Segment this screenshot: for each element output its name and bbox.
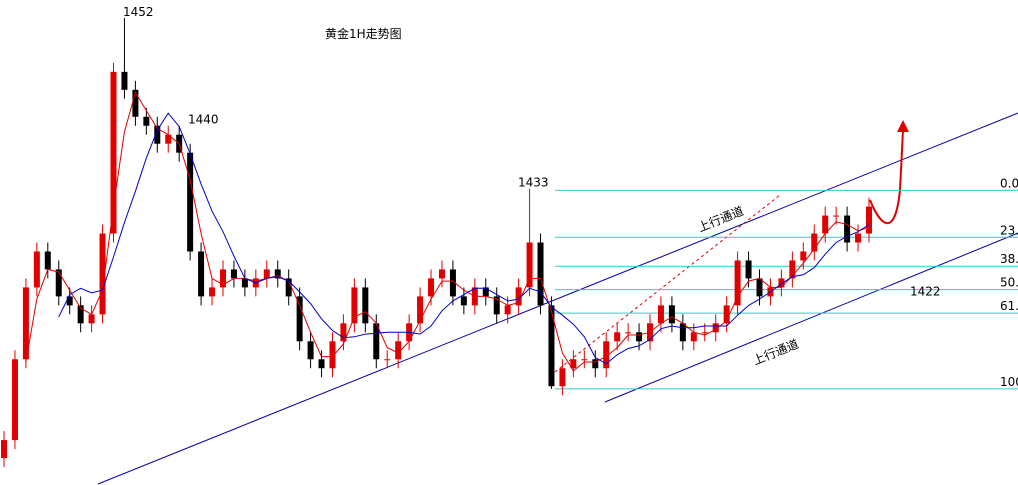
candle-body bbox=[866, 206, 872, 234]
candle-body bbox=[384, 359, 391, 361]
fib-label: 100.0 bbox=[1000, 375, 1018, 389]
candle-body bbox=[230, 269, 237, 279]
candle-body bbox=[198, 251, 205, 297]
candle-body bbox=[187, 152, 194, 252]
fib-label: 0.0 bbox=[1000, 176, 1018, 190]
candle-body bbox=[734, 260, 741, 306]
candle-body bbox=[33, 251, 40, 288]
candle-body bbox=[603, 341, 610, 369]
candle-body bbox=[428, 278, 435, 297]
candle-body bbox=[756, 278, 763, 297]
candle-body bbox=[581, 359, 588, 361]
candle-body bbox=[22, 287, 29, 360]
candle-body bbox=[460, 296, 467, 306]
candle-body bbox=[395, 341, 402, 360]
candle-body bbox=[559, 368, 566, 387]
candle-body bbox=[110, 71, 117, 234]
candle-body bbox=[241, 278, 248, 288]
price-label: 1440 bbox=[188, 113, 219, 127]
candle-body bbox=[515, 287, 522, 306]
candle-body bbox=[712, 323, 719, 333]
candle-body bbox=[274, 269, 281, 279]
candle-body bbox=[844, 215, 851, 243]
candle-body bbox=[449, 269, 456, 297]
candle-body bbox=[438, 269, 445, 279]
candle-body bbox=[625, 332, 632, 334]
channel-label: 上行通道 bbox=[696, 204, 746, 235]
candle-body bbox=[811, 233, 818, 252]
candle-body bbox=[504, 305, 511, 315]
candle-body bbox=[482, 287, 489, 297]
chart-title: 黄金1H走势图 bbox=[325, 26, 402, 41]
candle-body bbox=[822, 215, 829, 234]
price-label: 1433 bbox=[518, 176, 549, 190]
candle-body bbox=[318, 359, 325, 369]
candle-body bbox=[745, 260, 752, 279]
candle-body bbox=[121, 71, 128, 90]
candle-body bbox=[493, 296, 500, 315]
candle-body bbox=[263, 269, 270, 279]
candle-body bbox=[537, 242, 544, 306]
candle-body bbox=[340, 323, 347, 342]
candle-body bbox=[614, 332, 621, 342]
candle-body bbox=[778, 278, 785, 288]
candle-body bbox=[66, 296, 73, 306]
candle-body bbox=[11, 359, 18, 441]
candle-body bbox=[789, 260, 796, 279]
price-label: 1452 bbox=[123, 5, 154, 19]
channel-lower bbox=[604, 232, 1018, 403]
candle-body bbox=[329, 341, 336, 369]
candle-body bbox=[701, 332, 708, 334]
candle-body bbox=[855, 233, 862, 243]
candle-body bbox=[351, 287, 358, 324]
fib-label: 61.8 bbox=[1000, 299, 1018, 313]
candle-body bbox=[55, 269, 62, 297]
channel-label: 上行通道 bbox=[751, 337, 801, 368]
fib-label: 38.2 bbox=[1000, 252, 1018, 266]
candle-body bbox=[548, 305, 555, 387]
candle-body bbox=[88, 314, 95, 324]
candle-body bbox=[417, 296, 424, 324]
candle-body bbox=[99, 233, 106, 315]
candle-body bbox=[723, 305, 730, 324]
candle-body bbox=[570, 359, 577, 369]
candle-body bbox=[154, 125, 161, 144]
moving-average bbox=[58, 112, 870, 365]
fib-label: 50.0 bbox=[1000, 276, 1018, 290]
candle-body bbox=[592, 359, 599, 369]
candle-body bbox=[362, 287, 369, 324]
forecast-arrowhead bbox=[897, 120, 909, 132]
candle-body bbox=[219, 269, 226, 288]
fib-label: 23.6 bbox=[1000, 223, 1018, 237]
candle-body bbox=[44, 251, 51, 270]
candle-body bbox=[1, 440, 7, 459]
candle-body bbox=[526, 242, 533, 288]
candle-body bbox=[690, 332, 697, 342]
candle-body bbox=[296, 296, 303, 342]
moving-average bbox=[25, 91, 870, 372]
channel-upper bbox=[97, 112, 1018, 485]
price-label: 1422 bbox=[910, 284, 941, 298]
candle-body bbox=[307, 341, 314, 360]
forecast-arrow bbox=[869, 129, 904, 225]
candle-body bbox=[668, 305, 675, 324]
candle-body bbox=[209, 287, 216, 297]
candle-body bbox=[132, 89, 139, 117]
candle-body bbox=[679, 323, 686, 342]
candle-body bbox=[143, 116, 150, 126]
candle-body bbox=[657, 305, 664, 324]
candle-body bbox=[800, 251, 807, 261]
candle-body bbox=[373, 323, 380, 360]
candle-body bbox=[165, 134, 172, 144]
candle-body bbox=[833, 215, 840, 217]
candle-body bbox=[77, 305, 84, 324]
candle-body bbox=[285, 278, 292, 297]
candle-body bbox=[636, 332, 643, 342]
